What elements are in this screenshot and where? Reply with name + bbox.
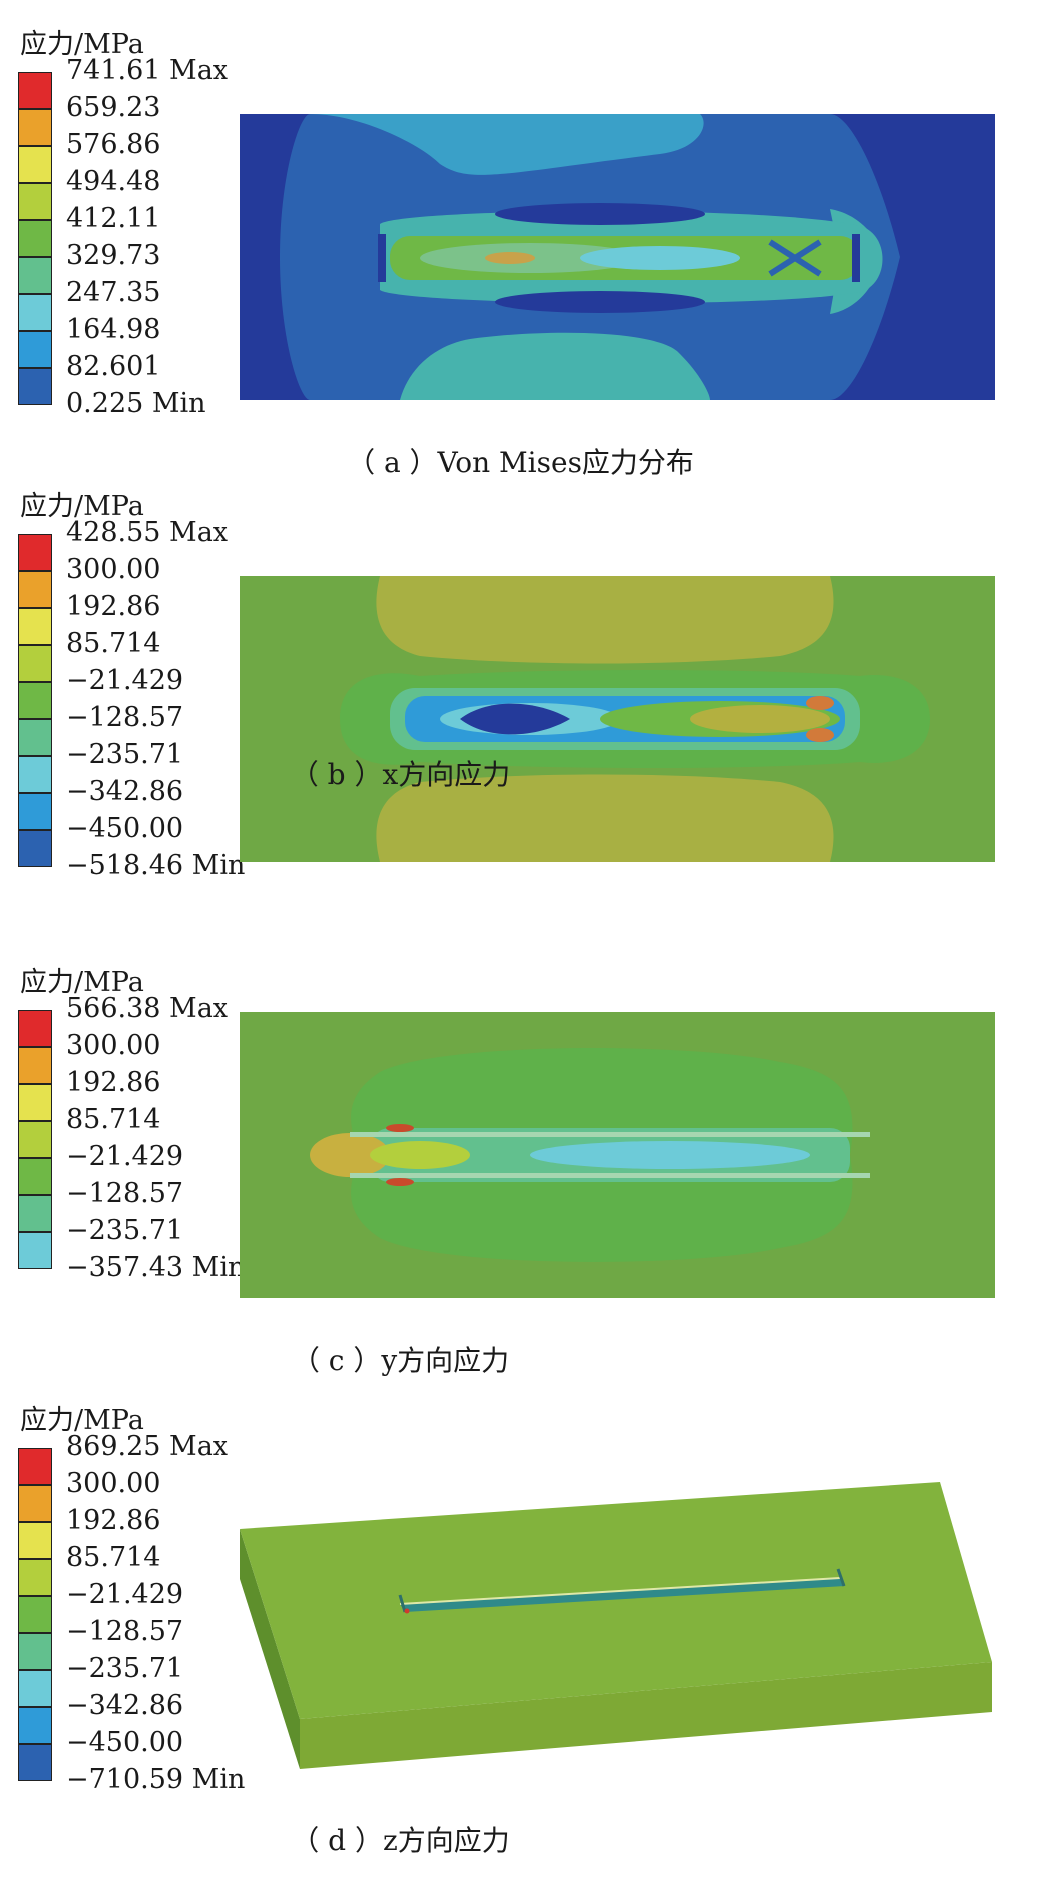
panel-y-stress: 应力/MPa 566.38 Max 300.00 192.86 85.714 −21.4… [0,966,1041,1386]
legend-label: −342.86 [66,776,184,807]
panel-von-mises: 应力/MPa 741.61 Max 659.23 576.86 494.48 412.1… [0,28,1041,488]
legend-swatch [18,1522,52,1559]
contour-image [240,1012,995,1298]
legend-label: 247.35 [66,277,161,308]
legend-label: 329.73 [66,240,161,271]
legend-swatch [18,368,52,405]
contour-image [240,1482,992,1769]
legend-label: 566.38 Max [66,993,229,1024]
legend-swatch [18,1633,52,1670]
legend-swatch [18,220,52,257]
legend-swatch [18,1121,52,1158]
legend-label: 659.23 [66,92,161,123]
legend-label: 412.11 [66,203,161,234]
legend-label: −128.57 [66,702,184,733]
legend-label: 576.86 [66,129,161,160]
legend-swatch [18,1596,52,1633]
legend-swatch [18,1744,52,1781]
legend-label: −710.59 Min [66,1764,246,1795]
legend-swatch [18,1232,52,1269]
legend-label: 164.98 [66,314,161,345]
contour-plot-x-stress [240,576,995,862]
legend-swatch [18,682,52,719]
legend-swatch [18,1448,52,1485]
legend-swatch [18,571,52,608]
legend-label: −235.71 [66,1653,184,1684]
caption: （ b ）x方向应力 [290,758,511,791]
panel-z-stress: 应力/MPa 869.25 Max 300.00 192.86 85.714 −21.4… [0,1404,1041,1878]
legend-label: 300.00 [66,1468,161,1499]
legend-unit: 应力/MPa [20,967,144,998]
legend-unit: 应力/MPa [20,491,144,522]
contour-plot-y-stress [240,1012,995,1298]
legend-swatch [18,1010,52,1047]
legend-label: −21.429 [66,1141,184,1172]
legend-label: 741.61 Max [66,55,229,86]
legend-label: 869.25 Max [66,1431,229,1462]
legend-swatch [18,1559,52,1596]
legend-swatch [18,1158,52,1195]
legend-label: −235.71 [66,1215,184,1246]
legend-label: −21.429 [66,665,184,696]
legend-label: −450.00 [66,813,184,844]
legend-label: 300.00 [66,554,161,585]
legend-swatch [18,1047,52,1084]
legend-swatch [18,109,52,146]
legend-swatch [18,72,52,109]
caption: （ a ）Von Mises应力分布 [347,446,694,479]
legend-label: 85.714 [66,628,161,659]
caption: （ d ）z方向应力 [291,1824,510,1857]
legend-label: 85.714 [66,1104,161,1135]
legend-label: 494.48 [66,166,161,197]
legend-label: 82.601 [66,351,161,382]
legend-swatch [18,756,52,793]
legend-label: −21.429 [66,1579,184,1610]
legend-label: −342.86 [66,1690,184,1721]
legend-label: 192.86 [66,1067,161,1098]
legend-label: 192.86 [66,591,161,622]
legend-unit: 应力/MPa [20,1405,144,1436]
legend-swatch [18,1670,52,1707]
legend-swatch [18,1707,52,1744]
legend-swatch [18,146,52,183]
legend-swatch [18,1084,52,1121]
legend-label: −518.46 Min [66,850,246,881]
legend-swatch [18,257,52,294]
legend-unit: 应力/MPa [20,29,144,60]
contour-image [240,114,995,400]
contour-image [240,576,995,862]
legend-label: 428.55 Max [66,517,229,548]
legend-swatch [18,608,52,645]
legend-label: 85.714 [66,1542,161,1573]
legend-swatch [18,183,52,220]
legend-label: 0.225 Min [66,388,206,419]
legend-swatch [18,719,52,756]
legend-swatch [18,1195,52,1232]
legend-swatch [18,645,52,682]
contour-plot-z-stress [240,1474,1000,1774]
legend-label: −357.43 Min [66,1252,246,1283]
legend-label: −235.71 [66,739,184,770]
caption: （ c ）y方向应力 [291,1344,510,1377]
legend-swatch [18,793,52,830]
legend-swatch [18,1485,52,1522]
legend-label: −128.57 [66,1178,184,1209]
legend-swatch [18,534,52,571]
legend-label: 192.86 [66,1505,161,1536]
legend-label: −128.57 [66,1616,184,1647]
legend-swatch [18,294,52,331]
legend-label: 300.00 [66,1030,161,1061]
legend-swatch [18,331,52,368]
legend-swatch [18,830,52,867]
legend-label: −450.00 [66,1727,184,1758]
panel-x-stress: 应力/MPa 428.55 Max 300.00 192.86 85.714 −21.4… [0,490,1041,950]
contour-plot-von-mises [240,114,995,400]
